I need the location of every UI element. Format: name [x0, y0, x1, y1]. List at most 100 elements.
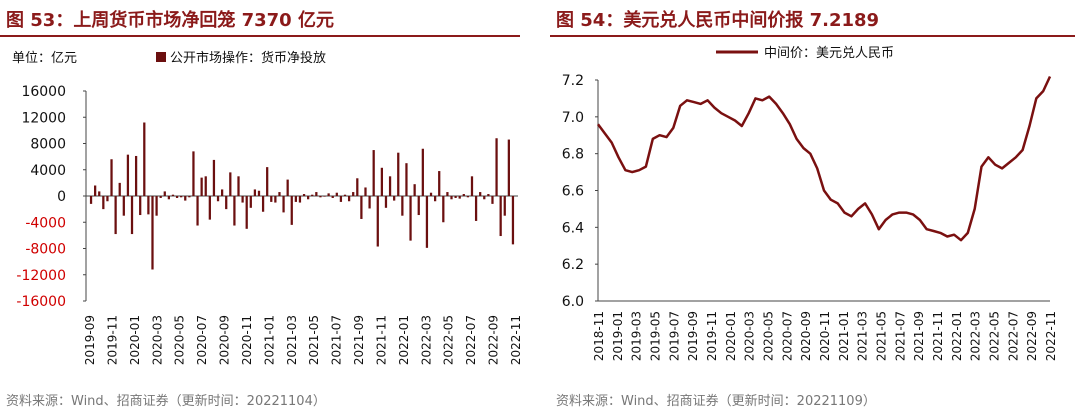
- x-tick-label: 2020-03: [743, 311, 757, 361]
- x-tick-label: 2022-03: [419, 315, 433, 365]
- legend-label: 中间价：美元兑人民币: [764, 46, 894, 61]
- bar: [171, 194, 175, 196]
- x-tick-label: 2022-07: [464, 315, 478, 365]
- bar: [266, 167, 269, 196]
- bar: [438, 171, 441, 196]
- bar: [147, 196, 150, 215]
- x-tick-label: 2022-01: [950, 311, 964, 361]
- bar: [466, 196, 470, 198]
- x-tick-label: 2020-11: [818, 311, 832, 361]
- x-tick-label: 2021-05: [875, 311, 889, 361]
- y-tick-label: 12000: [21, 110, 66, 126]
- bar: [98, 191, 101, 196]
- bar: [286, 179, 289, 196]
- bar: [507, 139, 510, 196]
- x-tick-label: 2020-11: [240, 315, 254, 365]
- bar: [233, 196, 236, 226]
- bar: [315, 192, 318, 196]
- panel-open-market: 图 53：上周货币市场净回笼 7370 亿元 单位：亿元 公开市场操作：货币净投放…: [0, 0, 530, 419]
- x-tick-label: 2021-09: [912, 311, 926, 361]
- bar: [118, 182, 121, 196]
- x-tick-label: 2022-09: [1025, 311, 1039, 361]
- bar: [335, 192, 338, 196]
- bar: [184, 196, 187, 201]
- y-tick-label: -16000: [16, 294, 66, 310]
- x-tick-label: 2018-11: [592, 311, 606, 361]
- x-tick-label: 2021-03: [856, 311, 870, 361]
- x-tick-label: 2019-03: [630, 311, 644, 361]
- bar: [253, 189, 257, 196]
- source-note: 资料来源：Wind、招商证券（更新时间：20221104）: [6, 394, 326, 409]
- bar: [352, 192, 355, 196]
- bar: [229, 172, 232, 196]
- bar: [405, 163, 408, 196]
- bar: [302, 194, 306, 196]
- x-tick-label: 2021-03: [285, 315, 299, 365]
- bar: [364, 187, 367, 196]
- bar: [180, 196, 183, 198]
- bar: [89, 196, 93, 204]
- bar: [204, 176, 207, 196]
- bar: [327, 193, 330, 196]
- bar: [192, 151, 195, 196]
- bar: [388, 176, 392, 196]
- x-tick-label: 2022-07: [1006, 311, 1020, 361]
- bar: [421, 148, 424, 196]
- y-tick-label: 6.2: [562, 257, 584, 273]
- bar: [307, 196, 310, 200]
- bar: [356, 178, 359, 196]
- bar: [384, 196, 388, 208]
- x-tick-label: 2020-05: [173, 315, 187, 365]
- x-tick-label: 2022-05: [442, 315, 456, 365]
- bar: [278, 192, 281, 196]
- bar: [458, 196, 461, 199]
- bar: [257, 190, 261, 196]
- x-tick-label: 2019-11: [705, 311, 719, 361]
- bar: [483, 196, 486, 200]
- x-tick-label: 2021-07: [893, 311, 907, 361]
- panel-usdcny: 图 54：美元兑人民币中间价报 7.2189 中间价：美元兑人民币 7.2 7.0 6…: [550, 0, 1080, 419]
- legend-label: 公开市场操作：货币净投放: [170, 50, 326, 66]
- bar: [360, 196, 363, 219]
- bar: [442, 196, 445, 223]
- x-tick-label: 2022-01: [397, 315, 411, 365]
- bar: [454, 196, 457, 198]
- bar: [274, 196, 277, 203]
- x-tick-label: 2019-09: [83, 315, 97, 365]
- y-tick-label: 6.4: [562, 220, 584, 236]
- y-tick-label: 6.6: [562, 184, 584, 200]
- bar: [212, 159, 216, 196]
- bar: [491, 196, 494, 204]
- bar: [208, 196, 211, 220]
- bar: [331, 196, 334, 198]
- bar: [425, 196, 429, 248]
- x-tick-label: 2021-11: [931, 311, 945, 361]
- x-tick-label: 2019-01: [611, 311, 625, 361]
- bar: [368, 196, 371, 209]
- bar: [200, 177, 203, 196]
- bar: [446, 192, 449, 196]
- bar-chart: 单位：亿元 公开市场操作：货币净投放 16000 12000 8000 4000 0 -400…: [12, 50, 523, 365]
- bar: [503, 196, 506, 216]
- bar: [417, 196, 420, 216]
- bar: [134, 155, 138, 196]
- bar: [499, 196, 502, 237]
- line-chart: 中间价：美元兑人民币 7.2 7.0 6.8 6.6 6.4 6.2 6.0 2018-11 20…: [562, 46, 1058, 361]
- bar: [401, 196, 404, 216]
- bar: [163, 191, 166, 196]
- bar: [155, 196, 158, 216]
- bar: [245, 196, 248, 229]
- y-tick-label: 8000: [30, 137, 66, 153]
- bar: [237, 176, 240, 196]
- x-tick-label: 2019-05: [649, 311, 663, 361]
- bar: [323, 196, 326, 197]
- bar: [470, 176, 474, 196]
- bar: [372, 150, 375, 196]
- bar: [122, 196, 125, 216]
- bar: [94, 185, 97, 196]
- bar: [126, 154, 130, 196]
- bar: [143, 122, 146, 196]
- bar: [220, 189, 224, 196]
- bar: [102, 196, 105, 210]
- bar: [110, 159, 113, 196]
